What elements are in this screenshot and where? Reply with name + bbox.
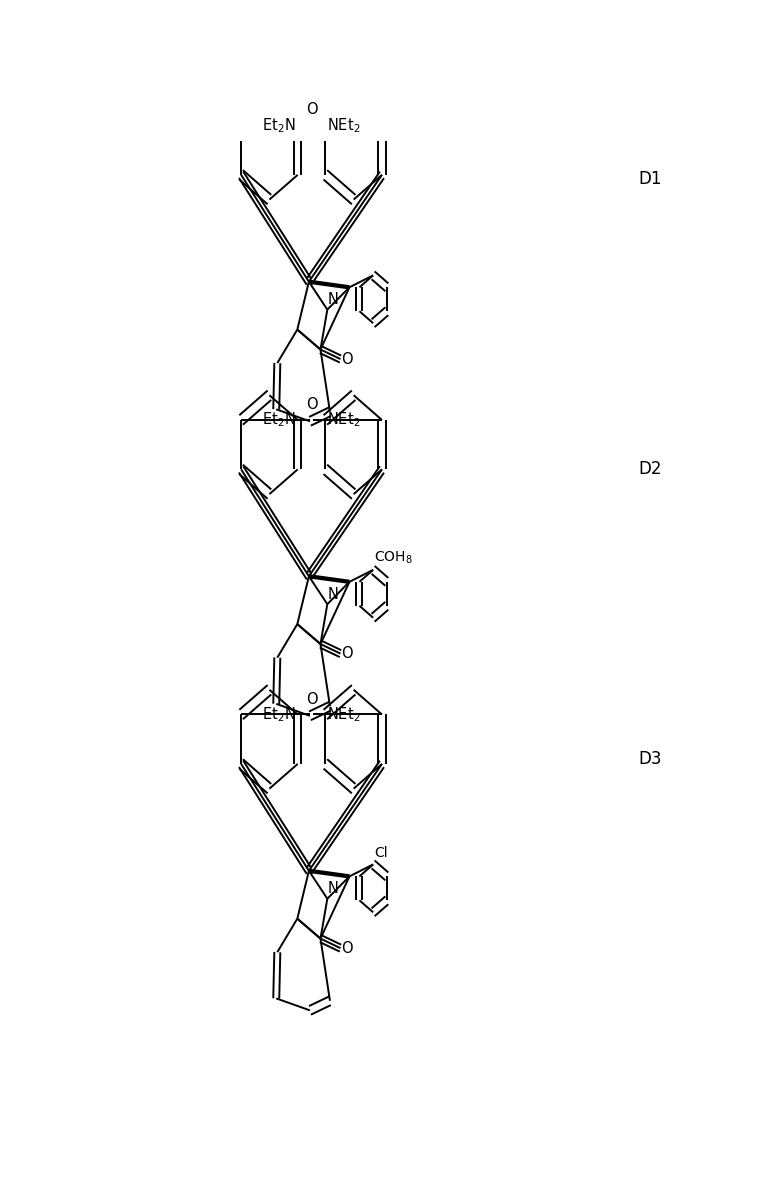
Text: Et$_2$N: Et$_2$N bbox=[262, 705, 296, 724]
Text: O: O bbox=[341, 646, 353, 661]
Text: NEt$_2$: NEt$_2$ bbox=[327, 411, 361, 430]
Text: N: N bbox=[328, 882, 339, 897]
Text: O: O bbox=[306, 102, 317, 118]
Text: NEt$_2$: NEt$_2$ bbox=[327, 117, 361, 134]
Text: N: N bbox=[328, 292, 339, 307]
Text: Et$_2$N: Et$_2$N bbox=[262, 117, 296, 134]
Text: D2: D2 bbox=[638, 460, 662, 478]
Text: N: N bbox=[328, 587, 339, 601]
Text: O: O bbox=[306, 397, 317, 412]
Text: D3: D3 bbox=[638, 750, 662, 769]
Text: Cl: Cl bbox=[374, 846, 388, 860]
Text: Et$_2$N: Et$_2$N bbox=[262, 411, 296, 430]
Text: COH$_8$: COH$_8$ bbox=[374, 550, 413, 566]
Text: D1: D1 bbox=[638, 171, 662, 188]
Text: O: O bbox=[306, 692, 317, 706]
Text: O: O bbox=[341, 940, 353, 956]
Text: O: O bbox=[341, 352, 353, 366]
Text: NEt$_2$: NEt$_2$ bbox=[327, 705, 361, 724]
